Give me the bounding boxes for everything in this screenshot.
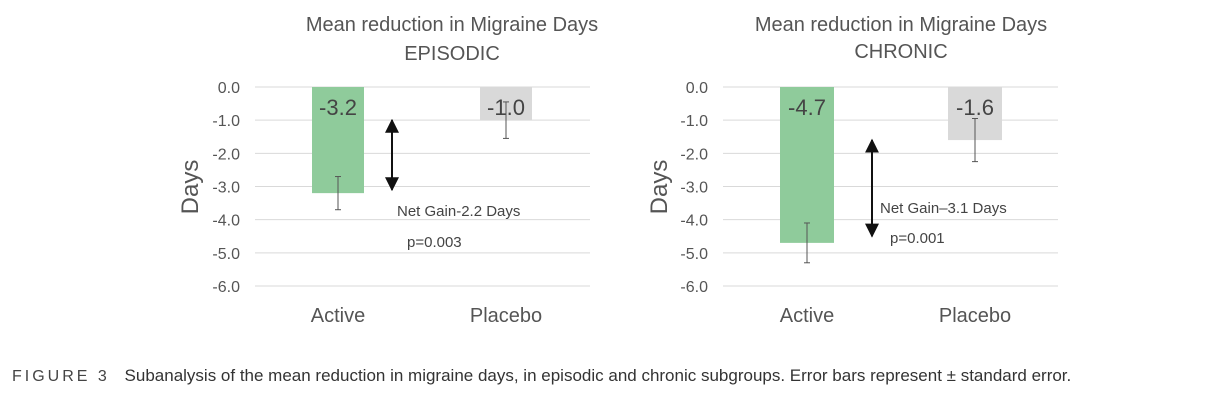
y-tick-label: -6.0 (680, 279, 708, 296)
y-tick-label: -3.0 (680, 180, 708, 197)
figure-caption: FIGURE 3 Subanalysis of the mean reducti… (12, 366, 1071, 386)
y-tick-label: -4.0 (680, 213, 708, 230)
x-category-label: Active (780, 305, 834, 327)
data-label: -1.6 (956, 95, 994, 120)
bar (780, 87, 834, 243)
x-category-label: Active (311, 305, 365, 327)
y-tick-label: -1.0 (212, 113, 240, 130)
chronic-panel: Mean reduction in Migraine Days CHRONIC 0.… (646, 14, 1058, 327)
data-label: -3.2 (319, 95, 357, 120)
data-label: -4.7 (788, 95, 826, 120)
y-tick-label: -2.0 (680, 146, 708, 163)
y-axis-label: Days (177, 160, 204, 215)
y-tick-label: 0.0 (686, 80, 708, 97)
y-tick-label: -1.0 (680, 113, 708, 130)
net-gain-label: Net Gain-2.2 Days (397, 203, 520, 220)
figure-label: FIGURE 3 (12, 368, 110, 385)
episodic-panel: Mean reduction in Migraine Days EPISODIC 0… (177, 14, 598, 327)
p-value-label: p=0.003 (407, 234, 462, 251)
net-gain-label: Net Gain–3.1 Days (880, 200, 1007, 217)
bar (312, 87, 364, 194)
y-tick-label: 0.0 (218, 80, 240, 97)
chart-subtitle: EPISODIC (404, 43, 500, 65)
chart-title: Mean reduction in Migraine Days (306, 14, 598, 36)
data-label: -1.0 (487, 95, 525, 120)
chart-subtitle: CHRONIC (854, 41, 947, 63)
y-tick-label: -5.0 (680, 246, 708, 263)
p-value-label: p=0.001 (890, 230, 945, 247)
x-category-label: Placebo (939, 305, 1011, 327)
y-tick-label: -5.0 (212, 246, 240, 263)
y-tick-label: -4.0 (212, 213, 240, 230)
x-category-label: Placebo (470, 305, 542, 327)
chart-title: Mean reduction in Migraine Days (755, 14, 1047, 36)
y-tick-label: -6.0 (212, 279, 240, 296)
y-tick-label: -3.0 (212, 180, 240, 197)
y-tick-label: -2.0 (212, 146, 240, 163)
y-axis-label: Days (646, 160, 673, 215)
caption-text: Subanalysis of the mean reduction in mig… (124, 366, 1072, 385)
